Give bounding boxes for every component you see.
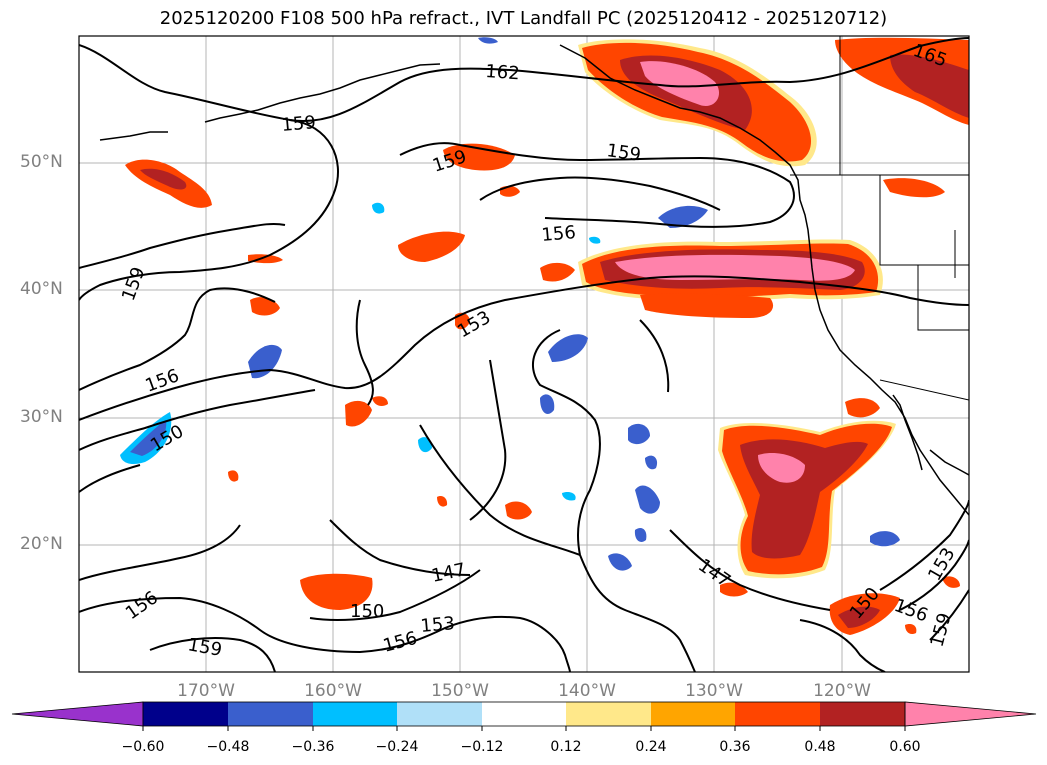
colorbar xyxy=(11,701,1037,731)
political-borders xyxy=(790,36,969,401)
colorbar-tick-label: −0.48 xyxy=(206,739,250,755)
colorbar-tick-label: 0.60 xyxy=(889,739,921,755)
coastlines xyxy=(99,44,969,516)
colorbar-bin xyxy=(397,702,482,726)
lat-label: 40°N xyxy=(20,279,63,299)
colorbar-tick-label: −0.12 xyxy=(460,739,504,755)
lon-label: 160°W xyxy=(304,681,362,701)
lat-label: 50°N xyxy=(20,152,63,172)
colorbar-bin xyxy=(566,702,651,726)
contour-label: 153 xyxy=(420,613,456,637)
lon-label: 120°W xyxy=(813,681,871,701)
colorbar-bin xyxy=(735,702,820,726)
contour-label: 150 xyxy=(350,601,384,622)
lon-label: 130°W xyxy=(685,681,743,701)
lon-label: 150°W xyxy=(431,681,489,701)
positive-anomaly-region-subtropical xyxy=(718,420,896,579)
negative-anomaly-patches xyxy=(120,37,900,571)
colorbar-bin xyxy=(482,702,566,726)
lat-label: 20°N xyxy=(20,534,63,554)
height-contours xyxy=(79,37,969,672)
colorbar-tick-label: −0.60 xyxy=(121,739,165,755)
colorbar-tick-label: −0.36 xyxy=(291,739,335,755)
contour-label: 156 xyxy=(541,222,577,246)
colorbar-tick-label: 0.36 xyxy=(719,739,751,755)
colorbar-bin xyxy=(820,702,905,726)
contour-label: 159 xyxy=(605,140,642,166)
positive-anomaly-region-central xyxy=(578,239,883,318)
lat-label: 30°N xyxy=(20,407,63,427)
colorbar-extend-low xyxy=(11,701,144,727)
colorbar-tick-label: 0.48 xyxy=(804,739,836,755)
contour-label: 162 xyxy=(485,61,521,84)
colorbar-tick-label: −0.24 xyxy=(375,739,419,755)
contour-label: 159 xyxy=(281,112,317,136)
positive-anomaly-patches xyxy=(125,143,960,635)
colorbar-bin xyxy=(228,702,313,726)
colorbar-tick-label: 0.24 xyxy=(635,739,667,755)
colorbar-extend-high xyxy=(904,701,1037,727)
positive-anomaly-region-ne xyxy=(835,37,969,125)
lon-label: 170°W xyxy=(177,681,235,701)
colorbar-bin xyxy=(143,702,228,726)
colorbar-bin xyxy=(651,702,735,726)
colorbar-frame xyxy=(142,701,906,727)
colorbar-tick-label: 0.12 xyxy=(550,739,582,755)
map-frame xyxy=(78,35,970,673)
positive-anomaly-region-bc xyxy=(578,39,817,167)
map-title: 2025120200 F108 500 hPa refract., IVT La… xyxy=(159,8,888,29)
lon-label: 140°W xyxy=(558,681,616,701)
colorbar-bin xyxy=(313,702,397,726)
